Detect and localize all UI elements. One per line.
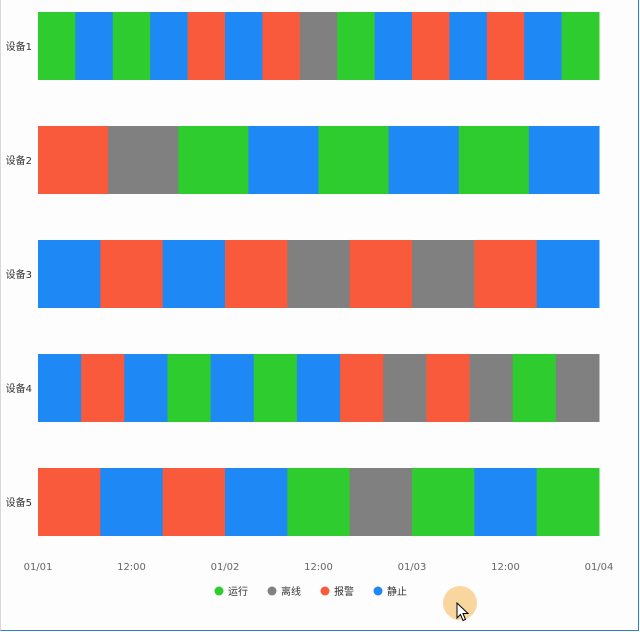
segment-idle[interactable]	[162, 240, 226, 308]
segment-alarm[interactable]	[187, 12, 226, 80]
y-tick-label: 设备4	[6, 382, 32, 395]
segment-alarm[interactable]	[38, 468, 101, 536]
y-tick-label: 设备2	[6, 154, 32, 167]
segment-alarm[interactable]	[426, 354, 471, 422]
segment-offline[interactable]	[299, 12, 338, 80]
legend-label: 静止	[387, 585, 407, 598]
segment-offline[interactable]	[287, 240, 351, 308]
segment-idle[interactable]	[528, 126, 600, 194]
segment-idle[interactable]	[248, 126, 320, 194]
segment-offline[interactable]	[412, 240, 475, 308]
segment-alarm[interactable]	[262, 12, 301, 80]
segment-alarm[interactable]	[486, 12, 525, 80]
segment-alarm[interactable]	[81, 354, 125, 422]
segment-offline[interactable]	[349, 468, 413, 536]
segment-offline[interactable]	[108, 126, 179, 194]
y-tick-label: 设备1	[6, 40, 32, 53]
y-tick-label: 设备5	[6, 496, 32, 509]
x-axis-labels: 01/01 12:00 01/02 12:00 01/03 12:00 01/04	[24, 562, 614, 573]
y-axis-labels: 设备1 设备2 设备3 设备4 设备5	[6, 40, 32, 509]
segment-run[interactable]	[536, 468, 600, 536]
segment-idle[interactable]	[524, 12, 563, 80]
segment-idle[interactable]	[124, 354, 168, 422]
legend-marker	[267, 586, 277, 596]
segment-run[interactable]	[458, 126, 530, 194]
legend-label: 离线	[281, 585, 301, 598]
legend-marker	[214, 586, 224, 596]
x-tick-label: 01/04	[585, 562, 614, 573]
segment-run[interactable]	[287, 468, 351, 536]
segment-idle[interactable]	[38, 240, 101, 308]
x-tick-label: 12:00	[117, 562, 146, 573]
legend-item-alarm[interactable]: 报警	[320, 585, 355, 598]
segment-idle[interactable]	[210, 354, 255, 422]
segment-idle[interactable]	[225, 12, 263, 80]
segment-run[interactable]	[412, 468, 475, 536]
segment-run[interactable]	[112, 12, 151, 80]
segment-idle[interactable]	[75, 12, 114, 80]
segment-alarm[interactable]	[38, 126, 109, 194]
segment-idle[interactable]	[100, 468, 164, 536]
segment-idle[interactable]	[150, 12, 189, 80]
segment-alarm[interactable]	[340, 354, 384, 422]
segment-idle[interactable]	[388, 126, 460, 194]
segment-idle[interactable]	[536, 240, 600, 308]
segment-offline[interactable]	[555, 354, 600, 422]
legend-marker	[373, 586, 383, 596]
segment-alarm[interactable]	[412, 12, 450, 80]
segment-offline[interactable]	[383, 354, 427, 422]
legend-marker	[320, 586, 330, 596]
y-tick-label: 设备3	[6, 268, 32, 281]
segment-run[interactable]	[253, 354, 298, 422]
legend-item-idle[interactable]: 静止	[373, 585, 408, 598]
segment-offline[interactable]	[469, 354, 514, 422]
segment-run[interactable]	[38, 12, 76, 80]
segment-run[interactable]	[337, 12, 376, 80]
x-tick-label: 12:00	[304, 562, 333, 573]
legend-item-run[interactable]: 运行	[214, 585, 249, 598]
x-tick-label: 01/01	[24, 562, 53, 573]
rows-layer	[38, 12, 600, 536]
x-tick-label: 01/03	[398, 562, 427, 573]
segment-idle[interactable]	[296, 354, 341, 422]
segment-idle[interactable]	[225, 468, 288, 536]
segment-alarm[interactable]	[100, 240, 164, 308]
legend[interactable]: 运行 离线 报警 静止	[214, 585, 408, 598]
segment-alarm[interactable]	[225, 240, 288, 308]
x-tick-label: 01/02	[211, 562, 240, 573]
segment-alarm[interactable]	[162, 468, 226, 536]
segment-alarm[interactable]	[349, 240, 413, 308]
segment-run[interactable]	[512, 354, 557, 422]
segment-alarm[interactable]	[474, 240, 538, 308]
segment-idle[interactable]	[38, 354, 82, 422]
segment-idle[interactable]	[449, 12, 488, 80]
legend-label: 运行	[228, 585, 248, 598]
segment-run[interactable]	[318, 126, 390, 194]
segment-idle[interactable]	[374, 12, 413, 80]
legend-label: 报警	[334, 585, 354, 598]
x-tick-label: 12:00	[491, 562, 520, 573]
segment-idle[interactable]	[474, 468, 538, 536]
mouse-pointer-icon	[456, 602, 470, 622]
segment-run[interactable]	[167, 354, 212, 422]
segment-run[interactable]	[561, 12, 600, 80]
legend-item-offline[interactable]: 离线	[267, 585, 302, 598]
segment-run[interactable]	[178, 126, 249, 194]
